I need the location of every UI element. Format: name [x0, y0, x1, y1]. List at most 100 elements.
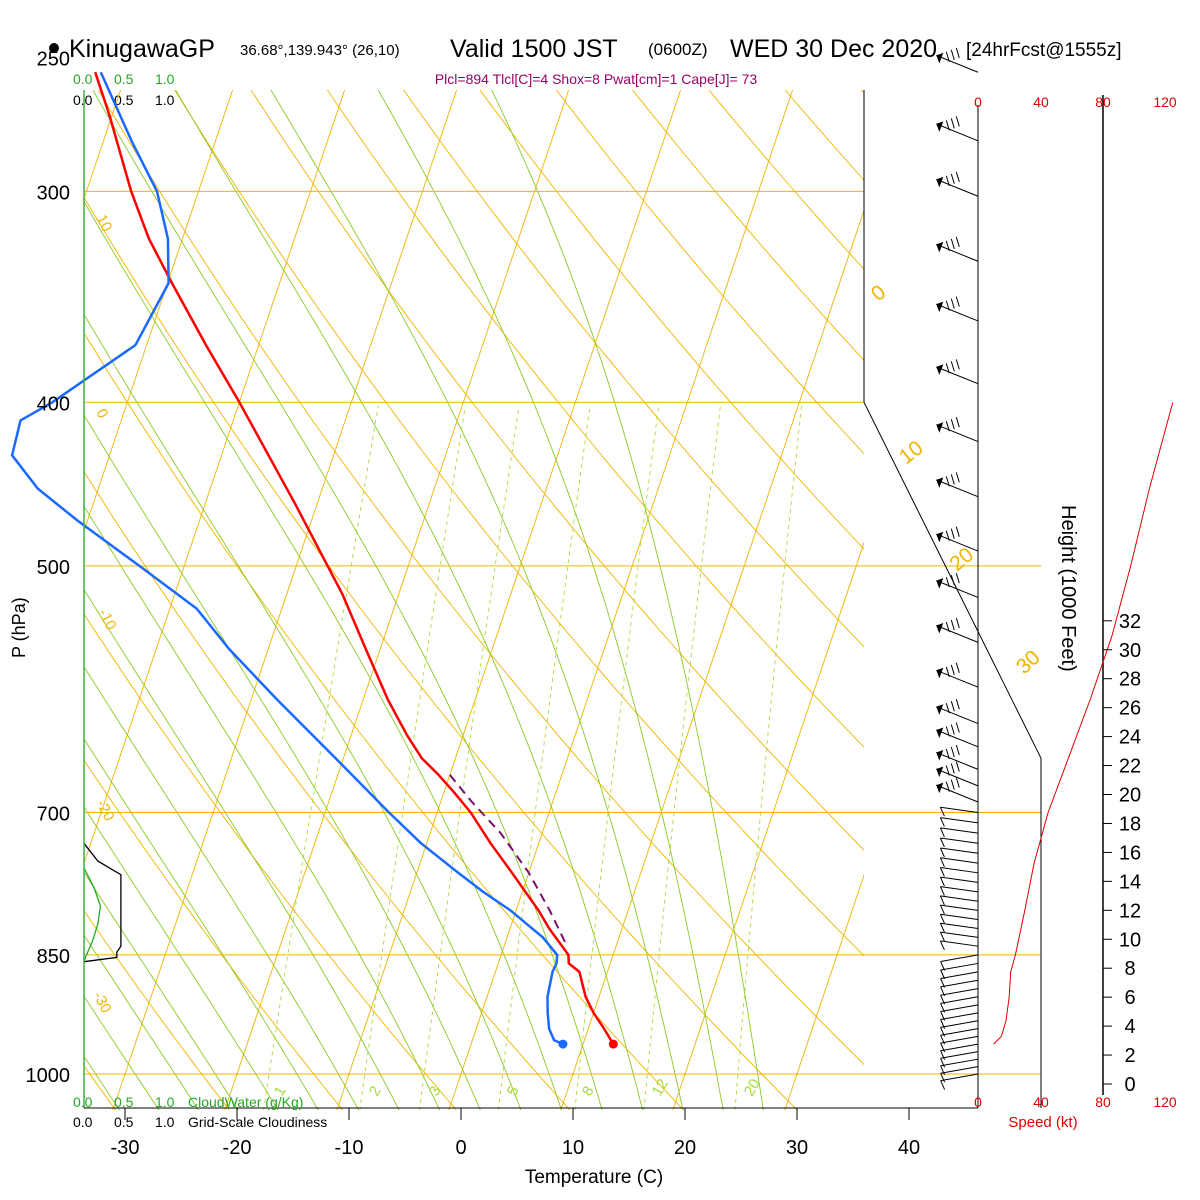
- mixing-ratio-line: [497, 405, 591, 1110]
- height-tick-label: 6: [1124, 987, 1135, 1009]
- speed-bottom-ticks: 0 40 80 120: [974, 1094, 1177, 1110]
- cloudwater-bottom-tick: 0.5: [114, 1094, 134, 1110]
- speed-top-tick: 0: [974, 94, 982, 110]
- wind-barb-feather: [950, 574, 955, 586]
- speed-bottom-tick: 0: [974, 1094, 982, 1110]
- wind-barb-staff: [936, 303, 979, 322]
- cloudwater-top-tick: 1.0: [155, 71, 175, 87]
- moist-adiabat-line: [377, 90, 724, 1110]
- wind-barb-staff: [940, 913, 979, 921]
- dry-adiabat-line: [84, 909, 230, 1110]
- wind-barb-feather: [939, 931, 945, 942]
- wind-barb-feather: [939, 876, 945, 887]
- pressure-axis: 250 300 400 500 700 850 1000: [26, 49, 71, 1087]
- wind-barb-feather: [950, 419, 955, 430]
- wind-barb-feather: [940, 1065, 946, 1076]
- wind-barb-feather: [955, 777, 960, 788]
- speed-bottom-tick: 80: [1095, 1094, 1111, 1110]
- moist-adiabat-line: [84, 934, 199, 1110]
- wind-barb-feather: [955, 359, 960, 370]
- wind-barb-feather: [939, 904, 945, 915]
- cloudwater-bottom-tick: 0.0: [73, 1094, 93, 1110]
- wind-barb-staff: [940, 1004, 979, 1012]
- wind-barb-staff: [936, 580, 979, 598]
- cloudiness-bottom-ticks: 0.0 0.5 1.0 Grid-Scale Cloudiness: [73, 1114, 327, 1130]
- wind-barb-feather: [945, 621, 950, 633]
- temperature-line: [94, 71, 615, 1045]
- speed-bottom-tick: 40: [1033, 1094, 1049, 1110]
- dewpoint-line: [10, 71, 564, 1046]
- cloud-profile-panel: [83, 842, 122, 963]
- speed-top-tick: 80: [1095, 94, 1111, 110]
- surface-temperature-marker: [608, 1039, 618, 1049]
- height-tick-label: 14: [1119, 871, 1141, 893]
- dry-adiabat-line: [84, 332, 685, 1110]
- wind-barb-pennant: [936, 578, 944, 589]
- wind-barb-feather: [950, 763, 955, 774]
- wind-barb-pennant: [936, 782, 944, 794]
- cloudiness-bottom-tick: 1.0: [155, 1114, 175, 1130]
- dry-adiabat-line: [84, 759, 344, 1110]
- pressure-tick-label: 850: [37, 946, 70, 968]
- cloudiness-profile-line: [83, 842, 122, 963]
- isotherm-line: [84, 90, 346, 865]
- cloudwater-top-tick: 0.5: [114, 71, 134, 87]
- dry-adiabat-line: [326, 90, 864, 748]
- wind-barb-feather: [955, 47, 960, 59]
- temperature-tick-label: -30: [111, 1137, 140, 1159]
- height-tick-label: 12: [1119, 900, 1141, 922]
- wind-barb-feather: [955, 662, 960, 673]
- wind-barb-staff: [940, 806, 979, 814]
- wind-barb-feather: [950, 238, 955, 250]
- wind-barb-pennant: [936, 667, 944, 679]
- wind-barb-staff: [940, 962, 979, 971]
- pressure-tick-label: 250: [37, 49, 70, 71]
- wind-barb-staff: [940, 971, 979, 979]
- temperature-tick-label: 20: [674, 1137, 696, 1159]
- wind-barb-staff: [936, 729, 979, 748]
- isotherm-line: [84, 90, 234, 533]
- temperature-tick-label: 0: [455, 1137, 466, 1159]
- height-tick-label: 26: [1119, 698, 1141, 720]
- valid-time: Valid 1500 JST: [450, 35, 618, 63]
- temperature-tick-label: 40: [898, 1137, 920, 1159]
- dry-adiabat-line: [97, 90, 864, 1066]
- wind-barb-pennant: [936, 176, 944, 188]
- wind-barb-feather: [950, 701, 955, 712]
- pressure-tick-label: 300: [37, 182, 70, 204]
- speed-bottom-tick: 120: [1153, 1094, 1177, 1110]
- isotherm-line: [336, 90, 682, 1110]
- wind-barb-staff: [936, 768, 979, 787]
- height-axis-label: Height (1000 Feet): [1057, 505, 1079, 672]
- moist-adiabat-line: [84, 806, 279, 1110]
- wind-barb-feather: [945, 240, 950, 252]
- wind-barb-pennant: [936, 301, 944, 313]
- dry-adiabat-line: [403, 90, 864, 648]
- diagram-frame: [83, 90, 1104, 1109]
- wind-barb-staff: [940, 1066, 979, 1074]
- wind-barb-feather: [939, 827, 945, 838]
- mixing-ratio-label: 20: [741, 1076, 764, 1099]
- wind-barb-staff: [936, 625, 979, 643]
- isotherm-line: [560, 209, 864, 1110]
- wind-barb-feather: [940, 1072, 946, 1083]
- height-tick-label: 2: [1124, 1045, 1135, 1067]
- wind-barb-feather: [950, 298, 955, 309]
- isotherm-line: [784, 873, 864, 1110]
- moist-adiabat-line: [84, 200, 563, 1110]
- temperature-tick-label: 30: [786, 1137, 808, 1159]
- wind-barb-staff: [940, 931, 979, 938]
- wind-barb-feather: [950, 619, 955, 631]
- cloudwater-bottom-tick: 1.0: [155, 1094, 175, 1110]
- mixing-ratio-label: 12: [649, 1076, 672, 1099]
- isotherm-line: [112, 90, 458, 1110]
- wind-barb-feather: [955, 236, 960, 248]
- moist-adiabat-line: [84, 313, 522, 1110]
- wind-barb-staff: [940, 817, 979, 824]
- wind-barb-staff: [936, 178, 979, 197]
- wind-barb-pennant: [936, 623, 944, 634]
- wind-barb-staff: [940, 1051, 979, 1059]
- moist-adiabat-line: [84, 737, 319, 1110]
- wind-barb-feather: [950, 746, 955, 758]
